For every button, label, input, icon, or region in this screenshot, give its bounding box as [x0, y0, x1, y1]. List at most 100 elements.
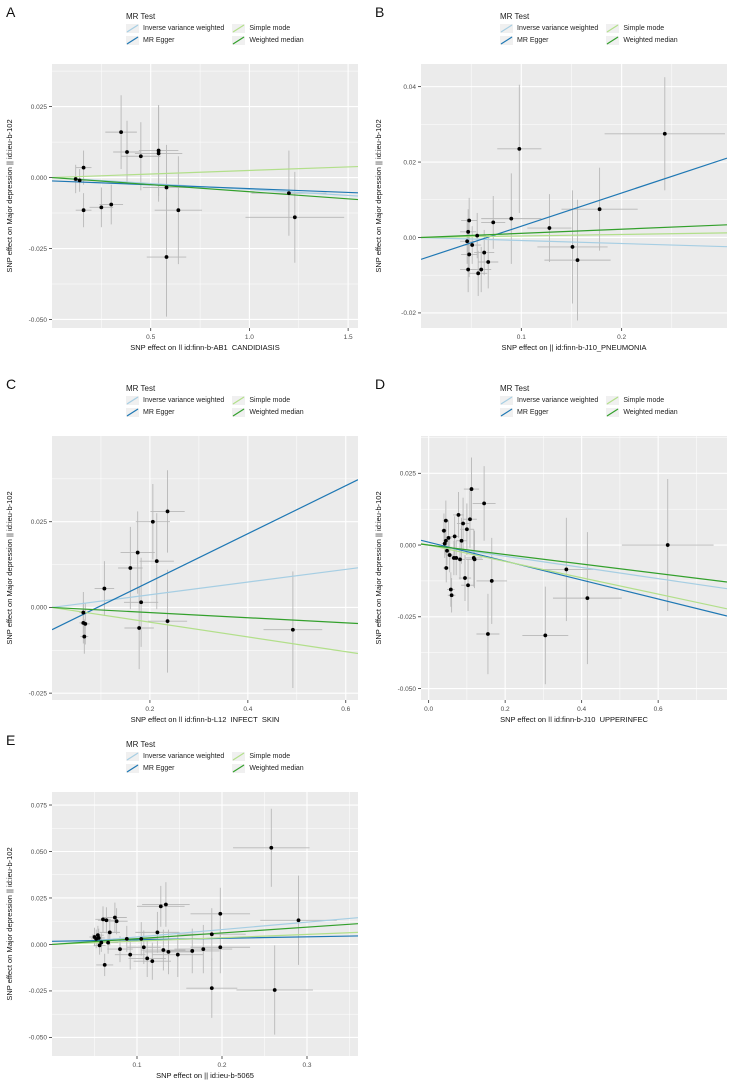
- data-point: [81, 610, 86, 615]
- y-tick-label: -0.050: [29, 317, 48, 324]
- data-point: [443, 518, 448, 523]
- data-point: [218, 945, 223, 950]
- data-point: [97, 943, 102, 948]
- data-point: [296, 918, 301, 923]
- data-point: [290, 627, 295, 632]
- data-point: [447, 553, 452, 557]
- legend-label-ivw: Inverse variance weighted: [143, 397, 225, 404]
- data-point: [479, 267, 484, 272]
- data-point: [155, 930, 160, 935]
- data-point: [466, 583, 470, 588]
- legend-label-weighted-median: Weighted median: [623, 37, 678, 44]
- regression-line: [52, 923, 358, 946]
- legend-label-ivw: Inverse variance weighted: [517, 397, 599, 404]
- data-point: [145, 956, 150, 961]
- y-tick-label: -0.050: [398, 686, 417, 693]
- data-point: [461, 521, 465, 526]
- data-point: [164, 255, 169, 259]
- data-point: [81, 165, 86, 170]
- data-point: [165, 509, 170, 514]
- data-point: [470, 243, 475, 247]
- legend-title: MR Test: [126, 12, 156, 21]
- data-point: [482, 501, 487, 506]
- chart-c: 0.2 0.4 0.6 -0.025 0.000 0.025 SNP effect on |…: [5, 436, 358, 722]
- x-tick-label: 0.1: [132, 1062, 141, 1069]
- legend-item-mr-egger: MR Egger: [126, 764, 224, 773]
- data-point: [124, 936, 129, 941]
- data-point: [104, 918, 109, 923]
- y-tick-label: 0.000: [31, 942, 48, 949]
- legend-label-ivw: Inverse variance weighted: [517, 25, 599, 32]
- y-tick-label: 0.02: [403, 159, 416, 166]
- panel-letter-e: E: [6, 732, 16, 748]
- x-axis-label: SNP effect on || id:finn-b-AB1_CANDIDIAS…: [130, 343, 280, 350]
- legend-label-simple-mode: Simple mode: [249, 753, 291, 760]
- y-tick-label: 0.00: [403, 235, 416, 242]
- data-point: [482, 250, 487, 255]
- legend-label-simple-mode: Simple mode: [249, 397, 291, 404]
- y-tick-label: -0.025: [29, 988, 48, 995]
- data-point: [575, 258, 580, 263]
- panel-b: B MR Test Inverse variance weighted Simp…: [369, 0, 738, 355]
- data-point: [509, 216, 514, 221]
- plot-background: [421, 64, 727, 328]
- x-tick-label: 0.6: [654, 706, 663, 713]
- legend-label-mr-egger: MR Egger: [517, 37, 549, 44]
- plot-background: [52, 792, 358, 1056]
- data-point: [113, 915, 117, 920]
- legend-label-simple-mode: Simple mode: [623, 397, 665, 404]
- data-point: [102, 586, 107, 591]
- y-tick-label: 0.075: [31, 802, 48, 809]
- legend-label-simple-mode: Simple mode: [623, 25, 665, 32]
- panel-letter-d: D: [375, 376, 386, 392]
- chart-b: 0.1 0.2 -0.02 0.00 0.02 0.04 SNP effect on || …: [374, 64, 727, 352]
- data-point: [467, 252, 472, 257]
- chart-a: 0.5 1.0 1.5 -0.050 -0.025 0.000 0.025 SNP effec…: [5, 64, 358, 350]
- x-tick-label: 0.2: [617, 334, 626, 341]
- data-point: [269, 845, 274, 850]
- regression-line: [52, 606, 358, 655]
- data-point: [77, 178, 82, 183]
- y-tick-label: 0.000: [31, 175, 48, 182]
- data-point: [466, 229, 471, 234]
- data-point: [102, 963, 107, 967]
- regression-line: [421, 542, 727, 610]
- y-tick-label: -0.025: [29, 246, 48, 253]
- data-point: [128, 566, 133, 570]
- data-point: [456, 513, 461, 517]
- data-point: [125, 150, 129, 154]
- legend-d: MR Test Inverse variance weighted Simple…: [500, 384, 678, 417]
- x-axis-label: SNP effect on || id:ieu-b-5065: [156, 1071, 254, 1080]
- data-point: [442, 528, 446, 533]
- y-axis-label: SNP effect on Major depression || id:ieu…: [5, 119, 14, 272]
- data-point: [218, 911, 223, 916]
- panel-a: A MR Test Inverse variance weighted Simp…: [0, 0, 369, 350]
- data-point: [150, 959, 155, 964]
- regression-line: [52, 180, 358, 194]
- data-point: [491, 220, 496, 225]
- plot-area: [421, 457, 727, 685]
- data-point: [463, 576, 467, 580]
- data-point: [73, 177, 78, 181]
- regression-line: [52, 479, 358, 631]
- legend-label-mr-egger: MR Egger: [143, 765, 175, 772]
- legend-item-mr-egger: MR Egger: [500, 408, 598, 417]
- data-point: [446, 535, 451, 540]
- data-point: [82, 634, 87, 639]
- x-axis-label: SNP effect on || id:finn-b-L12_INFECT_SK…: [131, 715, 280, 722]
- data-point: [96, 936, 101, 940]
- plot-background: [421, 436, 727, 700]
- regression-line: [52, 165, 358, 179]
- x-axis-label: SNP effect on || id:finn-b-J10_UPPERINFE…: [500, 715, 648, 722]
- data-point: [272, 988, 277, 992]
- data-point: [138, 154, 143, 159]
- y-tick-label: 0.025: [400, 471, 417, 478]
- data-point: [209, 932, 214, 937]
- y-tick-label: 0.025: [31, 104, 48, 111]
- data-point: [161, 948, 166, 952]
- legend-title: MR Test: [500, 12, 530, 21]
- data-point: [81, 208, 86, 213]
- data-point: [570, 245, 575, 249]
- x-tick-label: 0.2: [217, 1062, 226, 1069]
- regression-line: [421, 543, 727, 590]
